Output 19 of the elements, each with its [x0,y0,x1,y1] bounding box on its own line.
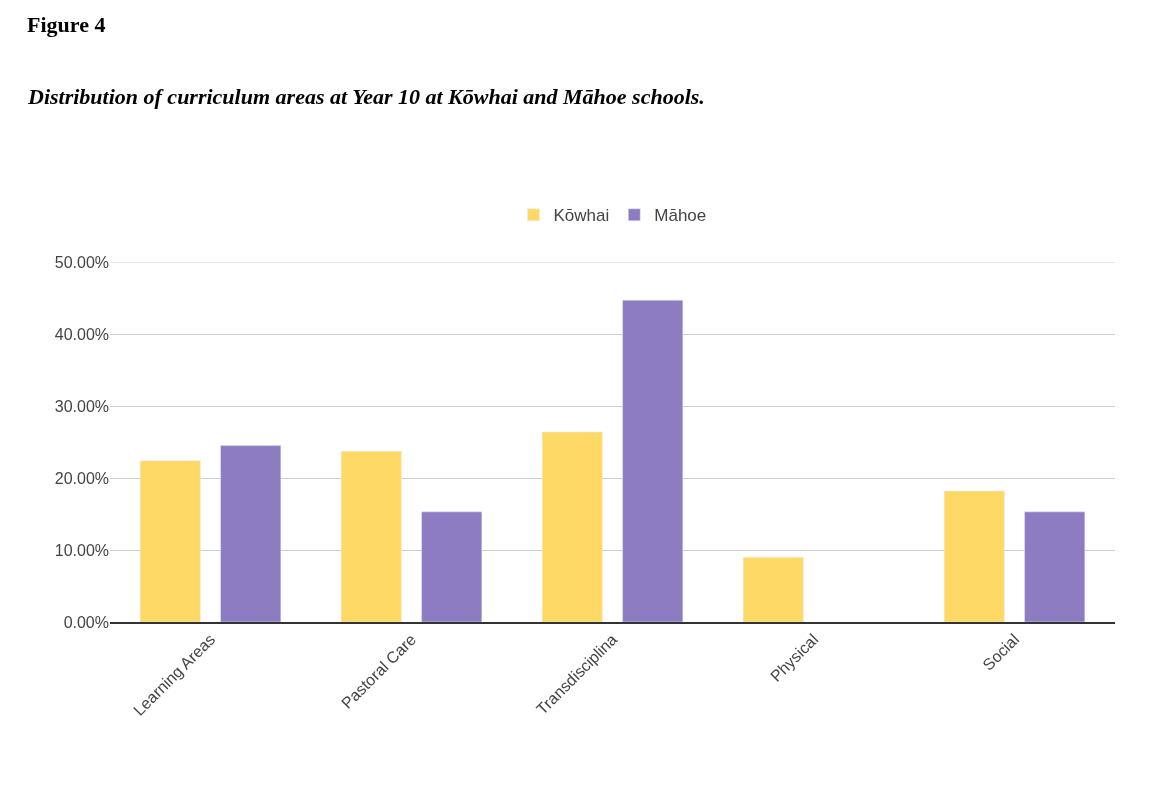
bar [340,451,402,622]
legend-label: Māhoe [654,206,707,226]
y-tick-label: 30.00% [54,397,109,415]
chart-subtitle: Distribution of curriculum areas at Year 10 at Kōwhai and Māhoe schools. [27,84,705,109]
bar [622,299,684,622]
bar [1024,511,1086,622]
legend-label: Kōwhai [553,206,610,226]
bar [139,460,201,622]
bar [943,490,1005,622]
bar [742,556,804,622]
y-tick-label: 20.00% [54,469,109,487]
y-tick-label: 40.00% [54,325,109,343]
bar [421,511,483,622]
bar [220,445,282,622]
bar [541,431,603,622]
y-tick-label: 50.00% [54,253,109,271]
chart-title: Figure 4 [27,12,106,37]
y-tick-label: 0.00% [63,613,109,631]
y-tick-label: 10.00% [54,541,109,559]
